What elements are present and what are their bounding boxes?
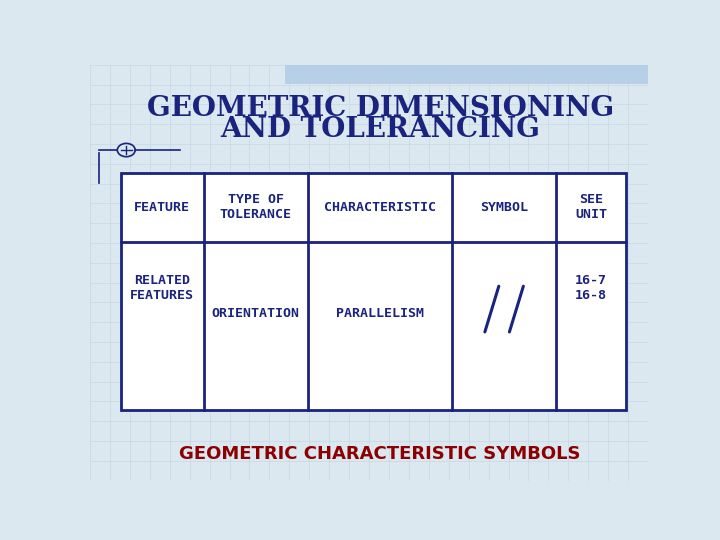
Text: SEE
UNIT: SEE UNIT [575, 193, 607, 221]
Text: PARALLELISM: PARALLELISM [336, 307, 424, 320]
Bar [121, 173, 626, 410]
Text: FEATURE: FEATURE [134, 201, 190, 214]
Text: GEOMETRIC DIMENSIONING: GEOMETRIC DIMENSIONING [147, 95, 613, 122]
Text: AND TOLERANCING: AND TOLERANCING [220, 116, 540, 143]
Bar [285, 65, 648, 84]
Text: SYMBOL: SYMBOL [480, 201, 528, 214]
Text: RELATED
FEATURES: RELATED FEATURES [130, 274, 194, 302]
Text: ORIENTATION: ORIENTATION [212, 307, 300, 320]
Text: GEOMETRIC CHARACTERISTIC SYMBOLS: GEOMETRIC CHARACTERISTIC SYMBOLS [179, 444, 581, 463]
Text: TYPE OF
TOLERANCE: TYPE OF TOLERANCE [220, 193, 292, 221]
Text: CHARACTERISTIC: CHARACTERISTIC [324, 201, 436, 214]
Text: 16-7
16-8: 16-7 16-8 [575, 274, 607, 302]
